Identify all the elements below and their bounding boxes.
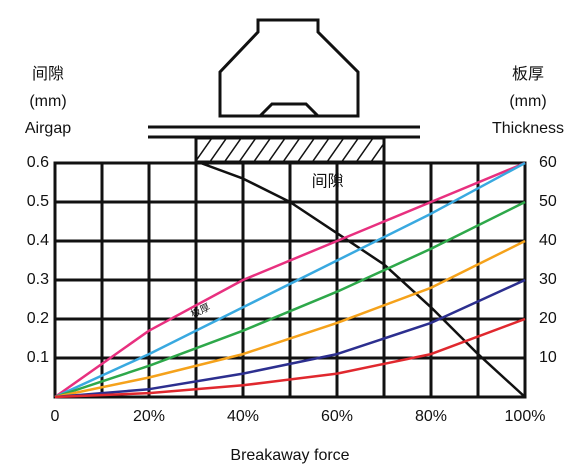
y-axis-label: (mm): [29, 93, 66, 110]
y-tick-label: 0.2: [27, 310, 49, 327]
x-tick-label: 40%: [227, 408, 259, 425]
y-axis-label: Airgap: [25, 120, 71, 137]
y2-axis-label: 板厚: [512, 65, 544, 83]
line: [54, 239, 526, 399]
y2-tick-label: 40: [539, 232, 557, 249]
y-tick-label: 0.3: [27, 271, 49, 288]
line: [54, 278, 526, 399]
y-axis-label: 间隙: [32, 65, 64, 83]
y2-tick-label: 60: [539, 154, 557, 171]
y-tick-label: 0.4: [27, 232, 49, 249]
y2-tick-label: 50: [539, 193, 557, 210]
y2-tick-label: 20: [539, 310, 557, 327]
x-tick-label: 80%: [415, 408, 447, 425]
line: [54, 161, 526, 399]
magnet-illustration: [148, 18, 420, 164]
y2-tick-label: 10: [539, 349, 557, 366]
annotation: 间隙: [312, 173, 344, 191]
line: [54, 200, 526, 399]
line: [54, 161, 526, 399]
y2-tick-label: 30: [539, 271, 557, 288]
x-tick-label: 0: [51, 408, 60, 425]
x-tick-label: 100%: [505, 408, 546, 425]
y-tick-label: 0.6: [27, 154, 49, 171]
y-tick-label: 0.1: [27, 349, 49, 366]
x-tick-label: 20%: [133, 408, 165, 425]
x-tick-label: 60%: [321, 408, 353, 425]
y-tick-label: 0.5: [27, 193, 49, 210]
y2-axis-label: (mm): [509, 93, 546, 110]
line: [54, 317, 526, 399]
x-axis-label: Breakaway force: [230, 447, 349, 464]
y2-axis-label: Thickness: [492, 120, 564, 137]
